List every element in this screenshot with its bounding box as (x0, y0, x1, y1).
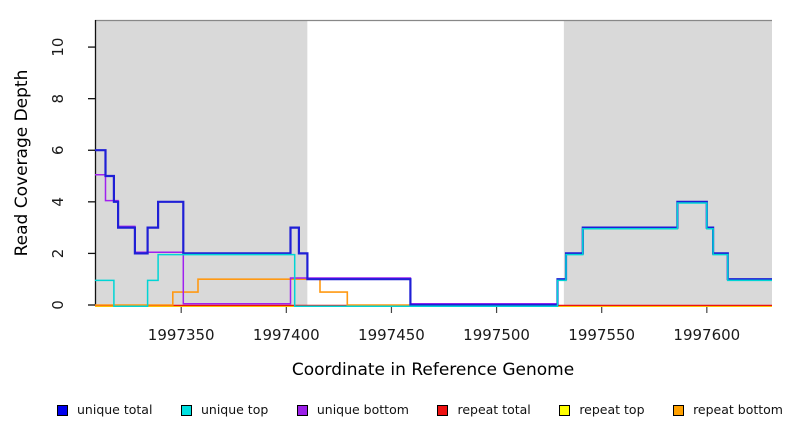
y-tick-label: 2 (49, 249, 67, 259)
x-axis-ticks: 1997350 1997400 1997450 1997500 1997550 19976… (148, 306, 740, 344)
y-axis-ticks: 0 2 4 6 8 10 (49, 38, 95, 310)
legend-label: repeat total (457, 401, 531, 417)
shaded-region-right (563, 21, 772, 305)
x-tick-label: 1997400 (253, 326, 320, 344)
x-tick-label: 1997550 (568, 326, 635, 344)
y-tick-label: 0 (49, 300, 67, 310)
legend-item-unique-top: unique top (180, 401, 269, 417)
legend-item-unique-bottom: unique bottom (296, 401, 409, 417)
y-tick-label: 4 (49, 197, 67, 207)
series-line-unique-bottom (95, 174, 558, 305)
legend-label: unique total (77, 401, 153, 417)
legend-label: repeat bottom (693, 401, 783, 417)
series-line-unique-total (95, 149, 772, 307)
legend-swatch-icon (57, 404, 68, 416)
legend-swatch-icon (673, 404, 685, 416)
legend-swatch-icon (180, 404, 192, 416)
legend-label: unique bottom (316, 401, 409, 417)
legend-swatch-icon (296, 404, 308, 416)
x-axis-title: Coordinate in Reference Genome (292, 360, 574, 380)
legend-label: unique top (200, 401, 269, 417)
legend-item-repeat-total: repeat total (437, 401, 531, 417)
x-tick-label: 1997600 (673, 326, 740, 344)
y-tick-label: 6 (49, 145, 67, 155)
y-axis-title: Read Coverage Depth (12, 70, 32, 257)
x-tick-label: 1997350 (148, 326, 215, 344)
highlight-regions (95, 21, 772, 305)
legend-label: repeat top (579, 401, 645, 417)
chart-legend: unique total unique top unique bottom repea… (57, 399, 783, 421)
legend-swatch-icon (437, 404, 449, 416)
legend-item-repeat-bottom: repeat bottom (673, 401, 783, 417)
series-line-unique-top (95, 202, 772, 307)
x-tick-label: 1997450 (358, 326, 425, 344)
series-lines (95, 149, 772, 307)
series-line-repeat-bottom (95, 278, 558, 306)
legend-item-repeat-top: repeat top (559, 401, 645, 417)
legend-item-unique-total: unique total (57, 401, 153, 417)
shaded-region-left (95, 21, 308, 305)
legend-swatch-icon (559, 404, 571, 416)
y-tick-label: 8 (49, 94, 67, 104)
y-tick-label: 10 (49, 38, 67, 57)
coverage-chart: 1997350 1997400 1997450 1997500 1997550 19976… (12, 19, 772, 380)
x-tick-label: 1997500 (463, 326, 530, 344)
